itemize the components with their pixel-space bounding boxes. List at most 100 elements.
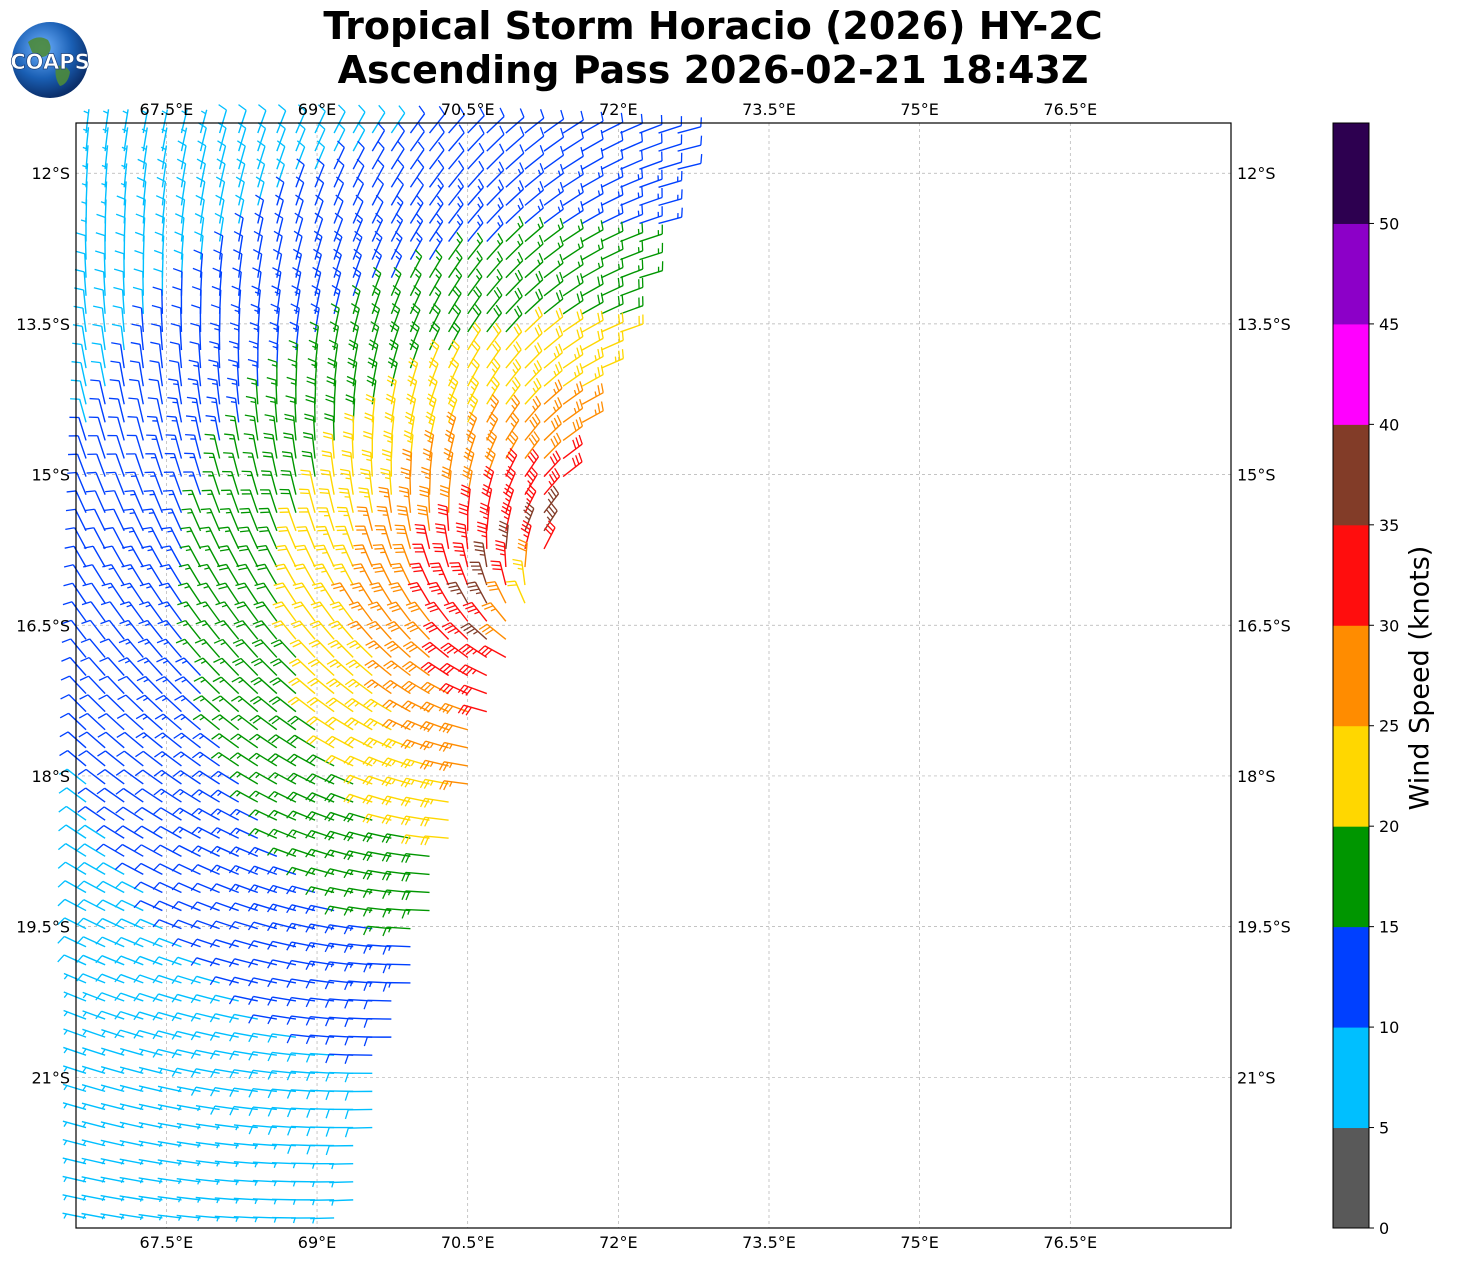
barb-feather (133, 844, 142, 852)
wind-barb (305, 754, 335, 767)
barb-half-feather (410, 779, 415, 785)
barb-staff (543, 136, 564, 152)
barb-staff (88, 657, 106, 676)
wind-barb (219, 526, 240, 550)
barb-staff (199, 235, 204, 260)
wind-barb (562, 345, 584, 369)
wind-barb (253, 601, 278, 622)
barb-half-feather (617, 173, 620, 179)
barb-half-feather (139, 1123, 144, 1129)
barb-half-feather (63, 1085, 68, 1091)
barb-feather (328, 339, 338, 345)
barb-feather (302, 454, 312, 458)
barb-staff (121, 881, 144, 894)
barb-half-feather (180, 735, 186, 740)
wind-barb (505, 323, 523, 351)
barb-staff (141, 806, 163, 821)
wind-barb (248, 1032, 277, 1043)
barb-feather (187, 378, 198, 382)
wind-barb (171, 975, 201, 984)
wind-barb (212, 676, 240, 695)
barb-feather (232, 267, 242, 273)
wind-barb (142, 109, 149, 134)
barb-half-feather (391, 779, 396, 785)
barb-feather (641, 204, 644, 215)
barb-feather (193, 695, 202, 702)
wind-barb (295, 194, 304, 224)
barb-feather (550, 438, 556, 448)
barb-staff (116, 417, 125, 441)
barb-staff (83, 271, 87, 296)
barb-half-feather (219, 679, 225, 684)
barb-half-feather (122, 128, 128, 132)
barb-feather (112, 305, 123, 309)
barb-feather (271, 698, 281, 706)
barb-half-feather (341, 551, 347, 554)
wind-barb (258, 507, 278, 532)
barb-feather (249, 695, 259, 703)
barb-feather (397, 509, 407, 512)
wind-barb (286, 866, 316, 876)
barb-half-feather (198, 791, 203, 796)
barb-half-feather (274, 291, 280, 295)
barb-feather (462, 601, 473, 607)
barb-staff (160, 807, 182, 821)
barb-half-feather (253, 327, 259, 331)
barb-half-feather (203, 585, 209, 589)
wind-barb (100, 1121, 125, 1129)
barb-feather (385, 853, 392, 863)
wind-barb (505, 359, 522, 387)
barb-feather (519, 162, 525, 172)
barb-feather (498, 524, 509, 530)
wind-barb (326, 678, 354, 695)
barb-feather (363, 944, 369, 954)
barb-feather (356, 506, 367, 509)
barb-feather (381, 833, 388, 843)
barb-feather (351, 563, 362, 566)
wind-barb (81, 619, 106, 640)
barb-feather (345, 398, 355, 403)
barb-feather (409, 585, 420, 589)
barb-half-feather (395, 255, 401, 261)
barb-feather (405, 643, 415, 650)
wind-barb (268, 696, 297, 713)
wind-barb (543, 325, 564, 351)
barb-feather (286, 791, 294, 800)
wind-barb (448, 303, 462, 333)
barb-staff (139, 955, 163, 966)
barb-feather (368, 357, 378, 364)
barb-feather (392, 588, 403, 593)
barb-feather (396, 532, 407, 535)
wind-barb (134, 231, 145, 260)
barb-feather (360, 468, 370, 472)
barb-feather (114, 955, 122, 964)
barb-staff (253, 884, 278, 894)
barb-staff (238, 253, 243, 278)
wind-barb (149, 360, 164, 387)
barb-staff (329, 998, 354, 1002)
barb-feather (381, 795, 388, 805)
barb-staff (371, 679, 392, 695)
wind-barb (250, 676, 278, 695)
barb-feather (196, 158, 206, 165)
barb-half-feather (311, 850, 316, 856)
wind-barb (409, 159, 425, 188)
barb-half-feather (202, 623, 208, 627)
wind-barb (172, 770, 201, 785)
barb-feather (328, 756, 336, 765)
barb-staff (271, 1106, 297, 1111)
barb-feather (393, 570, 404, 573)
wind-barb (188, 359, 202, 387)
wind-barb (267, 809, 297, 821)
barb-feather (443, 781, 449, 791)
barb-feather (347, 814, 354, 823)
barb-half-feather (474, 611, 480, 615)
barb-feather (303, 436, 313, 440)
barb-half-feather (477, 203, 482, 209)
barb-feather (531, 416, 539, 426)
barb-feather (77, 806, 86, 813)
barb-feather (292, 642, 302, 648)
barb-feather (391, 607, 402, 613)
wind-barb (486, 393, 500, 423)
barb-half-feather (289, 400, 296, 404)
